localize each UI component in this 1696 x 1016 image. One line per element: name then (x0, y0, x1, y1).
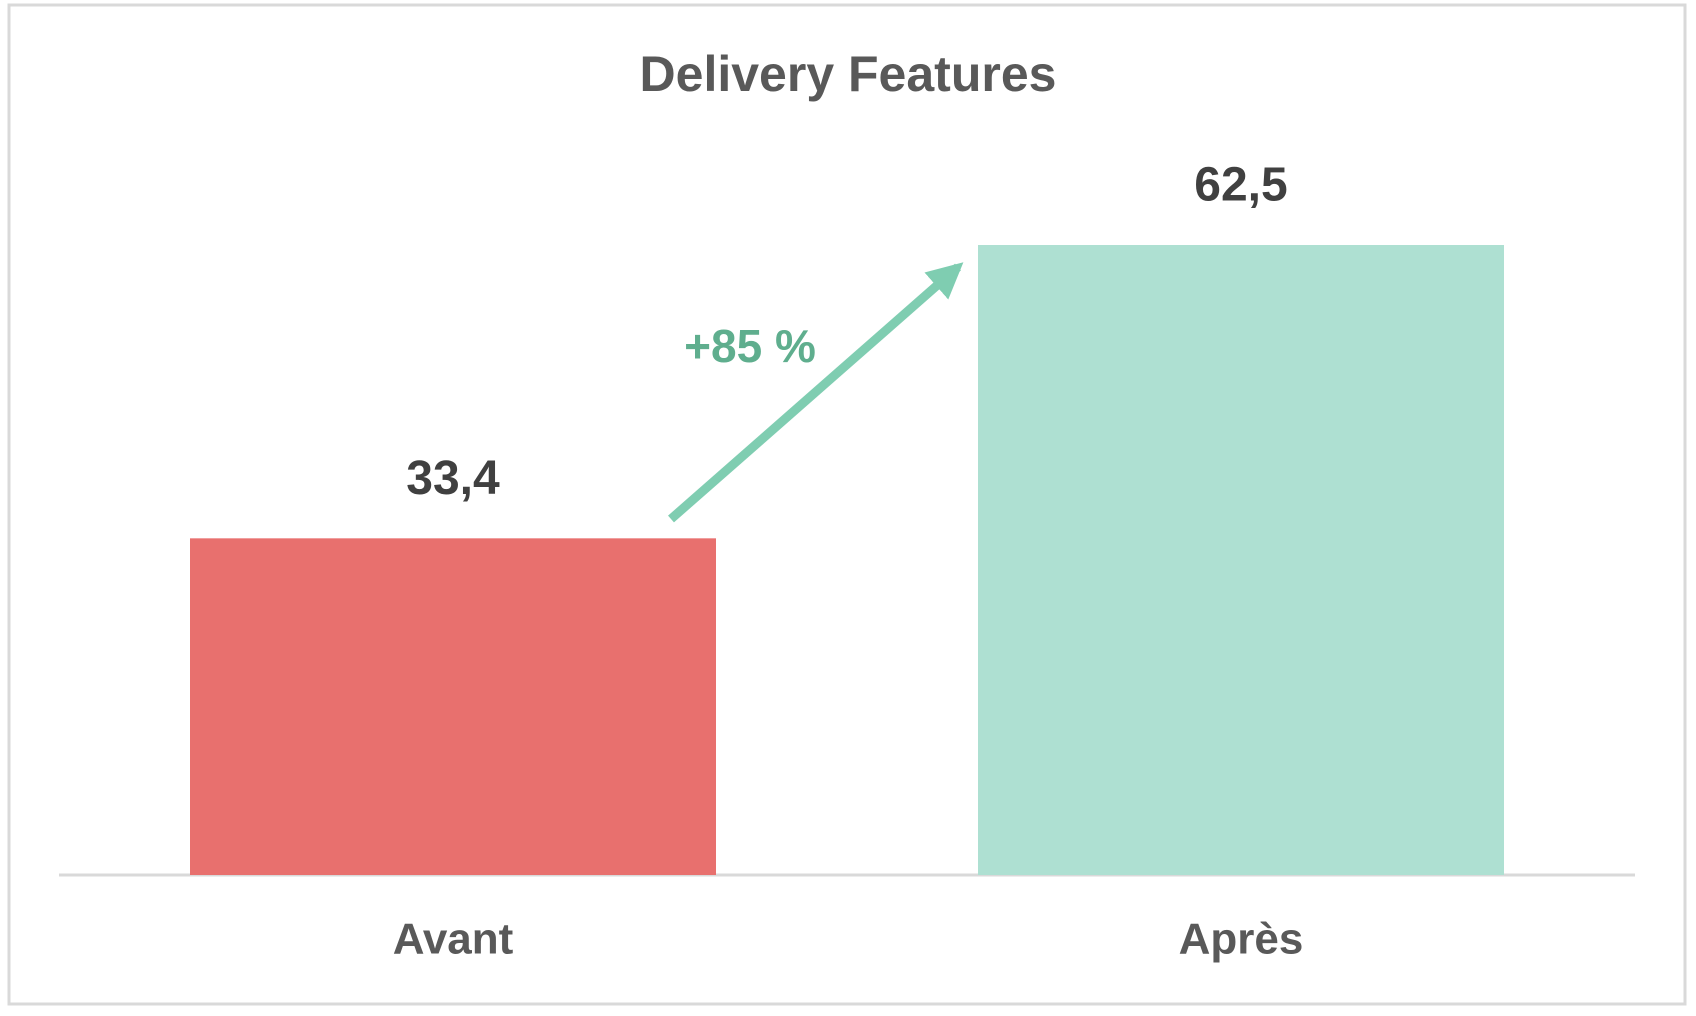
value-label: 33,4 (406, 452, 500, 505)
change-annotation: +85 % (684, 320, 816, 372)
x-tick-label: Avant (393, 915, 514, 964)
change-arrow (668, 262, 964, 523)
bar (190, 538, 716, 875)
chart-title: Delivery Features (640, 46, 1057, 102)
value-label: 62,5 (1194, 159, 1287, 212)
x-tick-label: Après (1179, 915, 1304, 964)
bar (978, 245, 1504, 875)
